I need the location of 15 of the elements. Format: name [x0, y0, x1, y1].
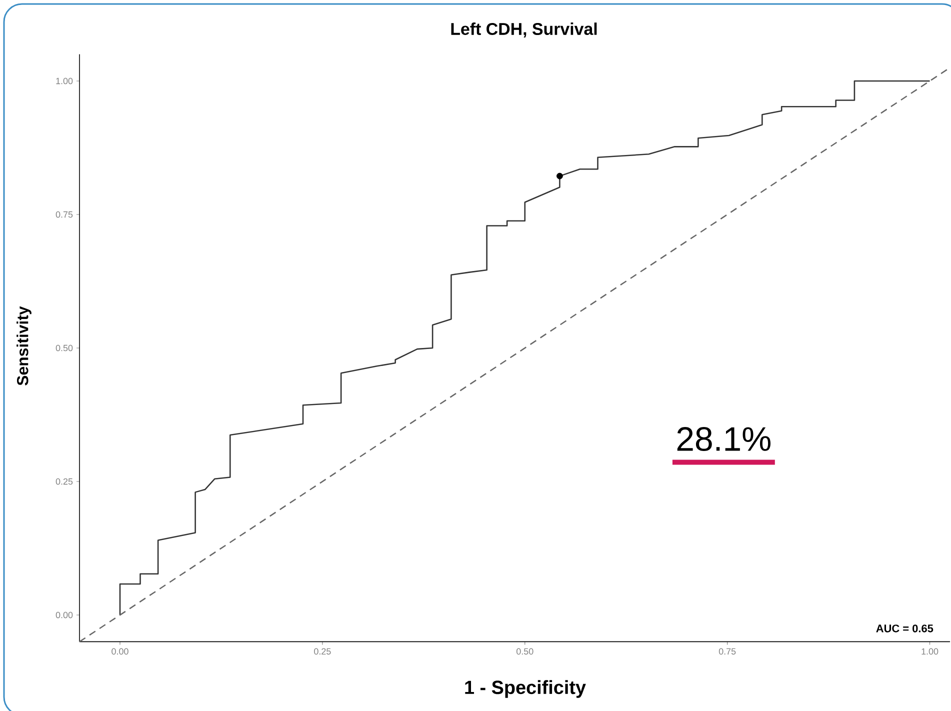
y-axis-title: Sensitivity — [16, 306, 32, 386]
annotation: 28.1% — [677, 427, 770, 452]
annotation: AUC = 0.65 — [876, 624, 934, 632]
y-tick-label: 0.00 — [56, 612, 73, 618]
y-tick-label: 0.50 — [56, 344, 73, 352]
x-tick-label: 0.25 — [314, 648, 331, 655]
chart-title: Left CDH, Survival — [451, 22, 597, 38]
y-tick-label: 0.75 — [56, 211, 73, 218]
x-tick-label: 0.50 — [516, 648, 534, 655]
x-tick-label: 0.00 — [112, 648, 128, 655]
x-tick-label: 1.00 — [922, 648, 938, 655]
x-axis-title: 1 - Specificity — [465, 680, 586, 698]
y-tick-label: 0.25 — [56, 478, 73, 485]
y-tick-label: 1.00 — [56, 78, 73, 84]
x-tick-label: 0.75 — [718, 648, 736, 655]
